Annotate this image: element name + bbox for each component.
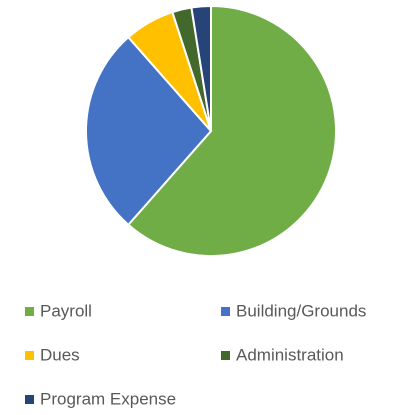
legend-label: Dues <box>40 345 80 364</box>
legend-label: Building/Grounds <box>236 301 366 320</box>
legend-label: Program Expense <box>40 389 176 408</box>
legend-swatch <box>221 351 230 360</box>
legend-swatch <box>25 351 34 360</box>
legend-label: Payroll <box>40 301 92 320</box>
pie-slice <box>85 35 213 227</box>
legend-label: Administration <box>236 345 344 364</box>
legend-swatch <box>221 307 230 316</box>
pie-slice <box>190 4 212 132</box>
pie-slice <box>126 4 337 257</box>
legend-swatch <box>25 395 34 404</box>
legend-swatch <box>25 307 34 316</box>
